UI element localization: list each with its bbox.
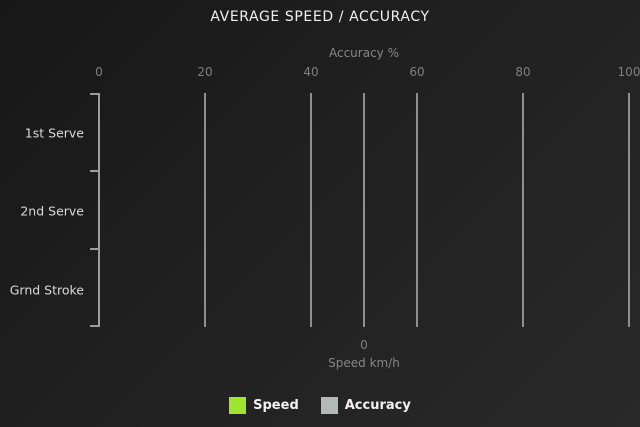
category-label-1st-serve: 1st Serve	[24, 125, 84, 141]
legend-label-accuracy: Accuracy	[344, 398, 411, 413]
plot-area	[90, 93, 630, 327]
category-label-2nd-serve: 2nd Serve	[20, 203, 84, 219]
gridline-accuracy-80	[522, 93, 524, 327]
legend-item-speed[interactable]: Speed	[229, 397, 299, 414]
y-axis-tick-mark	[90, 93, 99, 95]
speed-tick-label: 0	[360, 338, 368, 352]
chart-title: AVERAGE SPEED / ACCURACY	[210, 9, 430, 25]
y-axis-line	[98, 93, 100, 327]
accuracy-tick-label: 80	[515, 65, 531, 79]
accuracy-tick-label: 40	[303, 65, 319, 79]
gridline-accuracy-60	[416, 93, 418, 327]
y-axis-tick-mark	[90, 248, 99, 250]
speed-swatch-icon	[229, 397, 247, 414]
gridline-accuracy-20	[204, 93, 206, 327]
gridline-accuracy-40	[310, 93, 312, 327]
gridline-speed-0	[363, 93, 365, 327]
legend-label-speed: Speed	[253, 398, 299, 413]
accuracy-axis-title: Accuracy %	[328, 46, 399, 60]
y-axis-tick-mark	[90, 170, 99, 172]
accuracy-tick-label: 100	[617, 65, 640, 79]
y-axis-tick-mark	[90, 325, 99, 327]
gridline-accuracy-100	[628, 93, 630, 327]
legend-item-accuracy[interactable]: Accuracy	[320, 397, 411, 414]
legend: Speed Accuracy	[0, 397, 640, 414]
speed-axis-title: Speed km/h	[328, 356, 400, 370]
accuracy-tick-label: 60	[409, 65, 425, 79]
category-label-grnd-stroke: Grnd Stroke	[9, 282, 84, 298]
accuracy-tick-label: 0	[95, 65, 103, 79]
accuracy-swatch-icon	[320, 397, 338, 414]
accuracy-tick-label: 20	[197, 65, 213, 79]
